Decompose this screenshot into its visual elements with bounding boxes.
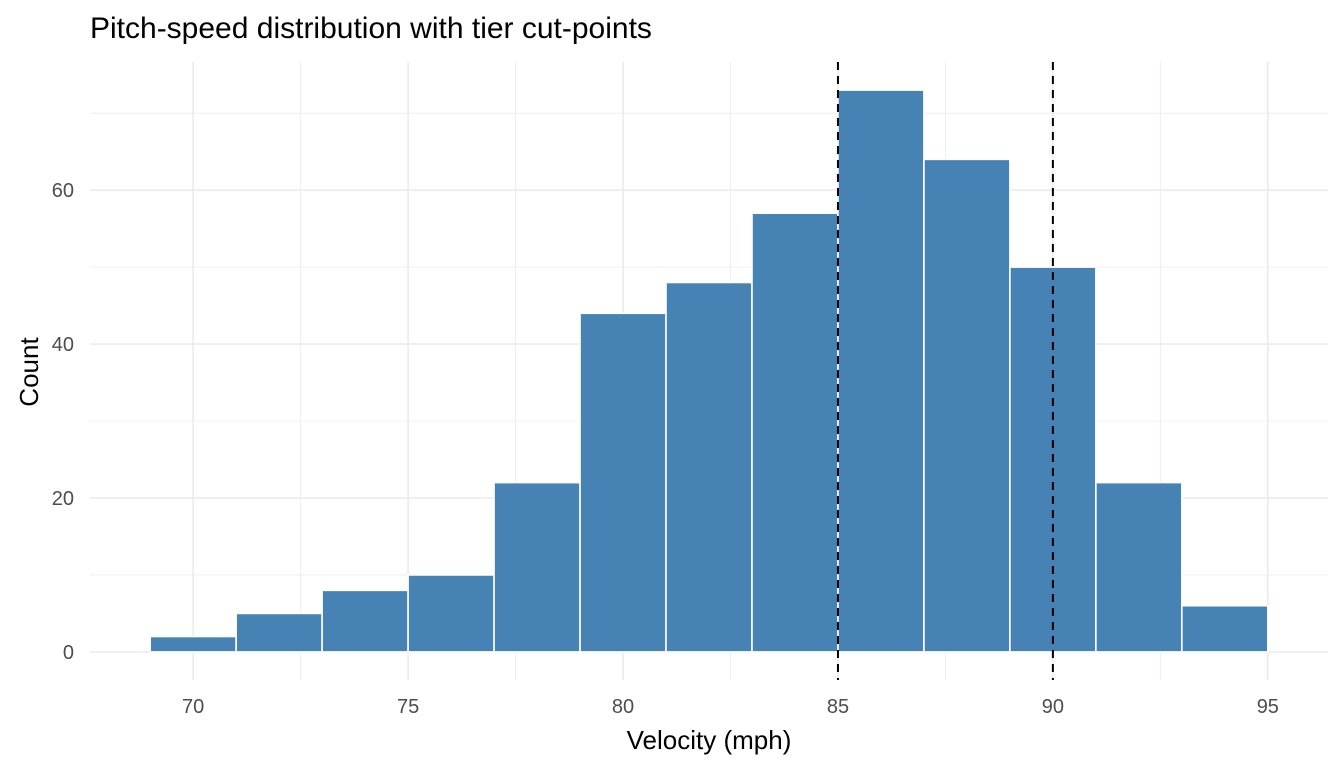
histogram-bar [149, 635, 237, 653]
histogram-bar [751, 212, 839, 653]
histogram-bar [665, 281, 753, 653]
histogram-bar [1095, 481, 1183, 653]
chart-title: Pitch-speed distribution with tier cut-p… [90, 12, 652, 45]
cut-point-lines [836, 62, 1054, 680]
histogram-bar [407, 574, 495, 653]
x-tick-label: 90 [1042, 696, 1064, 718]
x-tick-label: 80 [612, 696, 634, 718]
histogram-bar [579, 312, 667, 653]
y-tick-label: 0 [63, 642, 74, 664]
histogram-bar [837, 89, 925, 653]
histogram-bar [1181, 604, 1269, 653]
y-tick-label: 40 [52, 334, 74, 356]
y-tick-label: 60 [52, 180, 74, 202]
histogram-bar [493, 481, 581, 653]
histogram-bar [235, 612, 323, 653]
x-tick-label: 75 [397, 696, 419, 718]
x-tick-label: 85 [827, 696, 849, 718]
x-tick-label: 95 [1257, 696, 1279, 718]
histogram-bar [321, 589, 409, 653]
histogram-bar [923, 158, 1011, 653]
histogram-bars [149, 89, 1269, 653]
y-axis-label: Count [14, 337, 44, 407]
axis-ticks: 70 75 80 85 90 95 0 20 40 60 [52, 180, 1279, 718]
y-tick-label: 20 [52, 488, 74, 510]
x-axis-label: Velocity (mph) [627, 725, 792, 755]
x-tick-label: 70 [182, 696, 204, 718]
